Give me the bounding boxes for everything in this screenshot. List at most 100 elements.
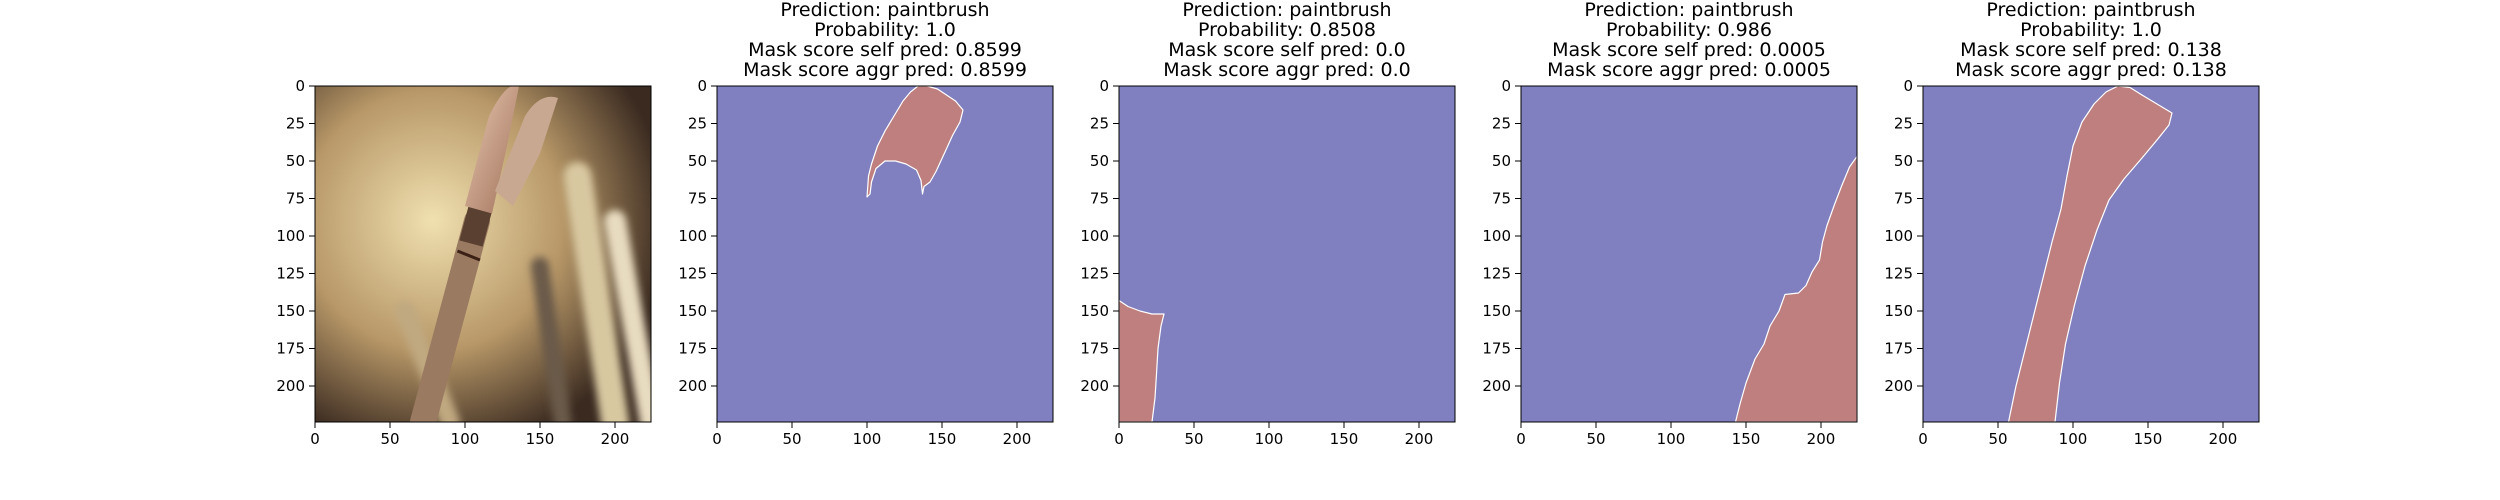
panel-plot-area xyxy=(717,86,1053,422)
x-tick-label: 100 xyxy=(853,430,882,448)
panel-title-line: Prediction: paintbrush xyxy=(1182,0,1391,21)
x-tick-label: 50 xyxy=(1988,430,2007,448)
x-tick-label: 100 xyxy=(451,430,480,448)
panel-1: 0 50 100 150 200 0 25 50 75 100 125 150 175 200 xyxy=(276,77,652,448)
mask-region xyxy=(2007,86,2173,422)
panel-title-line: Mask score aggr pred: 0.138 xyxy=(1955,59,2227,81)
panel-frame xyxy=(1922,85,2260,423)
y-tick-label: 50 xyxy=(1090,152,1109,170)
panel-frame xyxy=(716,85,1054,423)
mask-region xyxy=(866,86,964,198)
x-tick-label: 150 xyxy=(526,430,555,448)
y-tick-label: 200 xyxy=(1884,377,1913,395)
panel-title-line: Prediction: paintbrush xyxy=(780,0,989,21)
y-tick-label: 125 xyxy=(1482,265,1511,283)
x-tick-label: 150 xyxy=(1732,430,1761,448)
panel-plot-area xyxy=(1923,86,2259,422)
y-tick-label: 175 xyxy=(1080,340,1109,358)
y-tick-label: 175 xyxy=(1482,340,1511,358)
y-tick-label: 150 xyxy=(276,302,305,320)
mask-region xyxy=(1119,299,1165,422)
y-tick-label: 0 xyxy=(1099,77,1109,95)
y-tick-label: 0 xyxy=(295,77,305,95)
y-tick-label: 100 xyxy=(1080,227,1109,245)
x-tick-label: 150 xyxy=(1330,430,1359,448)
panel-title-line: Probability: 0.8508 xyxy=(1198,19,1376,41)
x-tick-label: 0 xyxy=(310,430,320,448)
panel-title-line: Mask score aggr pred: 0.0005 xyxy=(1547,59,1831,81)
y-tick-label: 50 xyxy=(1492,152,1511,170)
y-tick-label: 100 xyxy=(276,227,305,245)
panel-plot-area xyxy=(315,86,651,422)
y-tick-label: 25 xyxy=(1894,115,1913,133)
y-tick-label: 125 xyxy=(276,265,305,283)
y-tick-label: 150 xyxy=(1080,302,1109,320)
y-tick-label: 125 xyxy=(1080,265,1109,283)
y-tick-label: 0 xyxy=(697,77,707,95)
y-tick-label: 25 xyxy=(1090,115,1109,133)
panel-title-line: Probability: 0.986 xyxy=(1606,19,1772,41)
x-tick-label: 200 xyxy=(2209,430,2238,448)
x-tick-label: 50 xyxy=(1586,430,1605,448)
panel-frame xyxy=(314,85,652,423)
panel-5: 0 50 100 150 200 0 25 50 75 100 125 150 175 200 Predic… xyxy=(1884,0,2260,448)
y-tick-label: 125 xyxy=(1884,265,1913,283)
panels-layer: 0 50 100 150 200 0 25 50 75 100 125 150 175 200 0 50 100… xyxy=(276,0,2260,448)
y-tick-label: 50 xyxy=(688,152,707,170)
y-tick-label: 50 xyxy=(1894,152,1913,170)
y-tick-label: 75 xyxy=(1492,190,1511,208)
y-tick-label: 0 xyxy=(1501,77,1511,95)
panel-4: 0 50 100 150 200 0 25 50 75 100 125 150 175 200 Predic… xyxy=(1482,0,1858,448)
y-tick-label: 100 xyxy=(678,227,707,245)
photo-brush-band xyxy=(456,249,481,262)
panel-title-line: Mask score self pred: 0.8599 xyxy=(748,39,1022,61)
panel-title-line: Mask score self pred: 0.0005 xyxy=(1552,39,1826,61)
y-tick-label: 150 xyxy=(1884,302,1913,320)
x-tick-label: 0 xyxy=(1516,430,1526,448)
panel-frame xyxy=(1520,85,1858,423)
y-tick-label: 200 xyxy=(1482,377,1511,395)
x-tick-label: 100 xyxy=(1255,430,1284,448)
x-tick-label: 100 xyxy=(1657,430,1686,448)
x-tick-label: 0 xyxy=(712,430,722,448)
y-tick-label: 100 xyxy=(1482,227,1511,245)
y-tick-label: 50 xyxy=(286,152,305,170)
panel-title-line: Probability: 1.0 xyxy=(2020,19,2162,41)
panel-title-line: Mask score self pred: 0.0 xyxy=(1168,39,1406,61)
y-tick-label: 25 xyxy=(688,115,707,133)
y-tick-label: 200 xyxy=(276,377,305,395)
y-tick-label: 200 xyxy=(678,377,707,395)
panel-title-line: Mask score self pred: 0.138 xyxy=(1960,39,2222,61)
mask-background xyxy=(1119,86,1455,422)
panel-frame xyxy=(1118,85,1456,423)
panel-2: 0 50 100 150 200 0 25 50 75 100 125 150 175 200 Predic… xyxy=(678,0,1054,448)
y-tick-label: 175 xyxy=(276,340,305,358)
x-tick-label: 200 xyxy=(1807,430,1836,448)
y-tick-label: 175 xyxy=(1884,340,1913,358)
y-tick-label: 150 xyxy=(678,302,707,320)
y-tick-label: 25 xyxy=(286,115,305,133)
y-tick-label: 75 xyxy=(286,190,305,208)
x-tick-label: 50 xyxy=(380,430,399,448)
panel-title-line: Prediction: paintbrush xyxy=(1584,0,1793,21)
photo-brush-tip xyxy=(465,86,519,214)
x-tick-label: 0 xyxy=(1918,430,1928,448)
x-tick-label: 100 xyxy=(2059,430,2088,448)
x-tick-label: 200 xyxy=(1003,430,1032,448)
y-tick-label: 175 xyxy=(678,340,707,358)
panel-3: 0 50 100 150 200 0 25 50 75 100 125 150 175 200 Predic… xyxy=(1080,0,1456,448)
y-tick-label: 0 xyxy=(1903,77,1913,95)
x-tick-label: 200 xyxy=(601,430,630,448)
y-tick-label: 75 xyxy=(1894,190,1913,208)
x-tick-label: 50 xyxy=(1184,430,1203,448)
y-tick-label: 200 xyxy=(1080,377,1109,395)
y-tick-label: 25 xyxy=(1492,115,1511,133)
x-tick-label: 0 xyxy=(1114,430,1124,448)
y-tick-label: 100 xyxy=(1884,227,1913,245)
panel-title-line: Mask score aggr pred: 0.8599 xyxy=(743,59,1027,81)
y-tick-label: 150 xyxy=(1482,302,1511,320)
x-tick-label: 50 xyxy=(782,430,801,448)
mask-region xyxy=(1734,155,1857,422)
x-tick-label: 150 xyxy=(2134,430,2163,448)
